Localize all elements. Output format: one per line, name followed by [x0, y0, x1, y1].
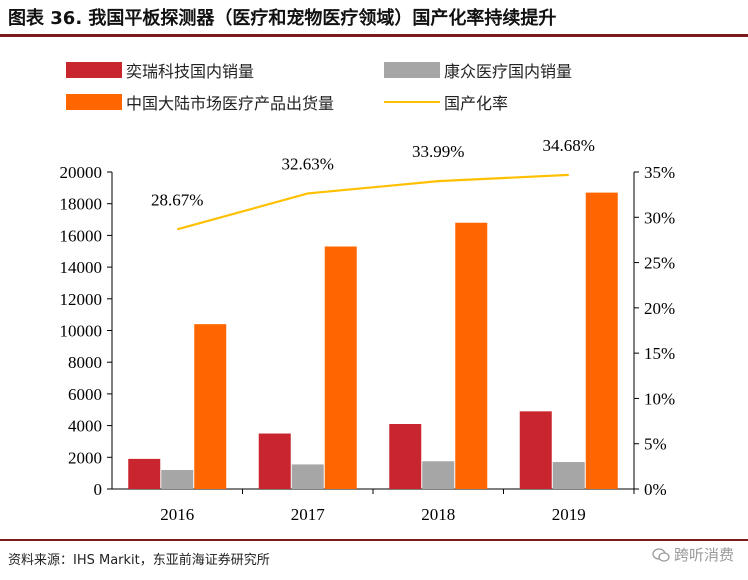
bar-kangzhong-2018 [422, 461, 455, 489]
legend-label-rate: 国产化率 [444, 94, 509, 113]
x-tick-label: 2019 [552, 505, 586, 524]
y-right-tick-label: 10% [644, 389, 675, 408]
x-tick-label: 2018 [421, 505, 455, 524]
legend-item-yirui: 奕瑞科技国内销量 [66, 58, 254, 82]
legend-line-rate [384, 101, 440, 103]
chart-title: 图表 36. 我国平板探测器（医疗和宠物医疗领域）国产化率持续提升 [8, 8, 557, 29]
bar-yirui-2019 [519, 411, 552, 489]
legend-item-kangzhong: 康众医疗国内销量 [384, 58, 572, 82]
y-left-tick-label: 12000 [60, 290, 103, 309]
y-left-tick-label: 10000 [60, 322, 103, 341]
legend-swatch-market [66, 94, 122, 110]
title-bar: 图表 36. 我国平板探测器（医疗和宠物医疗领域）国产化率持续提升 [0, 0, 748, 34]
y-left-tick-label: 4000 [68, 417, 102, 436]
bar-yirui-2016 [128, 458, 161, 489]
legend-label-yirui: 奕瑞科技国内销量 [126, 62, 255, 81]
y-left-tick-label: 2000 [68, 448, 102, 467]
bar-market-2017 [324, 246, 357, 489]
y-left-tick-label: 16000 [60, 226, 103, 245]
x-tick-label: 2016 [160, 505, 194, 524]
bar-yirui-2018 [389, 424, 422, 489]
y-right-tick-label: 15% [644, 344, 675, 363]
watermark-text: 跨听消费 [673, 546, 734, 564]
rate-label-2017: 32.63% [282, 154, 334, 173]
bar-market-2018 [455, 222, 488, 489]
y-left-tick-label: 8000 [68, 353, 102, 372]
legend-swatch-yirui [66, 62, 122, 78]
rate-line [176, 173, 569, 231]
legend-item-rate: 国产化率 [384, 90, 508, 114]
legend: 奕瑞科技国内销量 康众医疗国内销量 中国大陆市场医疗产品出货量 国产化率 [66, 58, 706, 118]
x-tick-label: 2017 [291, 505, 326, 524]
bar-kangzhong-2017 [291, 464, 324, 489]
legend-item-market: 中国大陆市场医疗产品出货量 [66, 90, 334, 114]
y-left-tick-label: 20000 [60, 163, 103, 182]
rate-label-2018: 33.99% [412, 142, 464, 161]
y-left-tick-label: 14000 [60, 258, 103, 277]
y-right-tick-label: 25% [644, 254, 675, 273]
y-left-tick-label: 6000 [68, 385, 102, 404]
watermark: 跨听消费 [652, 544, 734, 565]
y-right-tick-label: 35% [644, 163, 675, 182]
y-left-tick-label: 0 [94, 480, 103, 499]
y-left-tick-label: 18000 [60, 195, 103, 214]
wechat-icon [652, 547, 670, 562]
y-right-tick-label: 5% [644, 435, 667, 454]
title-divider [0, 34, 748, 37]
bar-kangzhong-2019 [552, 462, 585, 489]
bar-kangzhong-2016 [161, 469, 194, 489]
y-right-tick-label: 30% [644, 208, 675, 227]
rate-label-2016: 28.67% [151, 190, 203, 209]
footer-divider [0, 539, 748, 541]
rate-label-2019: 34.68% [543, 136, 595, 155]
bar-market-2016 [194, 324, 227, 489]
bar-yirui-2017 [258, 433, 291, 489]
legend-swatch-kangzhong [384, 62, 440, 78]
y-right-tick-label: 0% [644, 480, 667, 499]
legend-label-market: 中国大陆市场医疗产品出货量 [126, 94, 335, 113]
bar-market-2019 [585, 192, 618, 490]
source-note: 资料来源：IHS Markit，东亚前海证券研究所 [8, 553, 270, 568]
legend-label-kangzhong: 康众医疗国内销量 [444, 62, 573, 81]
y-right-tick-label: 20% [644, 299, 675, 318]
